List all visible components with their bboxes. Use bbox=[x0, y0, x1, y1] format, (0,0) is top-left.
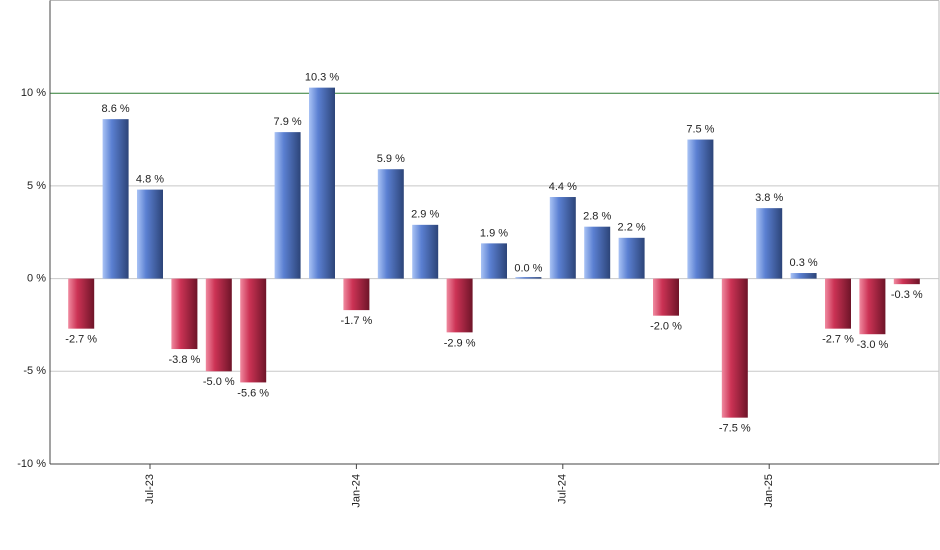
data-label: 8.6 % bbox=[102, 103, 130, 115]
x-tick-label: Jul-24 bbox=[557, 474, 569, 504]
data-label: 1.9 % bbox=[480, 227, 508, 239]
bar bbox=[825, 278, 851, 329]
data-label: 2.9 % bbox=[411, 209, 439, 221]
bar bbox=[515, 277, 542, 279]
bar bbox=[756, 208, 783, 279]
data-label: -2.9 % bbox=[444, 337, 476, 349]
bar bbox=[446, 278, 473, 333]
bar bbox=[618, 237, 645, 279]
data-label: 4.4 % bbox=[549, 181, 577, 193]
bar bbox=[171, 278, 198, 350]
data-label: 2.2 % bbox=[618, 222, 646, 234]
data-label: 0.3 % bbox=[790, 257, 818, 269]
bar bbox=[584, 226, 611, 279]
bar bbox=[653, 278, 679, 316]
data-label: 2.8 % bbox=[583, 211, 611, 223]
y-tick-label: -10 % bbox=[17, 458, 46, 470]
data-label: -1.7 % bbox=[341, 315, 373, 327]
data-label: -2.0 % bbox=[650, 321, 682, 333]
bar bbox=[274, 132, 301, 279]
bar bbox=[412, 224, 439, 279]
bar bbox=[309, 87, 335, 279]
data-label: -2.7 % bbox=[822, 334, 854, 346]
data-label: 10.3 % bbox=[305, 72, 339, 84]
data-label: -3.8 % bbox=[169, 354, 201, 366]
data-label: -5.0 % bbox=[203, 376, 235, 388]
y-tick-label: 10 % bbox=[21, 87, 46, 99]
bar bbox=[137, 189, 163, 279]
y-tick-label: 0 % bbox=[27, 273, 46, 285]
bar bbox=[240, 278, 267, 383]
bar bbox=[68, 278, 95, 329]
data-label: 5.9 % bbox=[377, 153, 405, 165]
bar bbox=[481, 243, 507, 279]
data-label: 7.9 % bbox=[274, 116, 302, 128]
bar bbox=[549, 197, 576, 279]
data-label: -3.0 % bbox=[857, 339, 889, 351]
bar bbox=[687, 139, 714, 279]
data-label: 3.8 % bbox=[755, 192, 783, 204]
bar bbox=[893, 278, 920, 285]
x-tick-label: Jul-23 bbox=[144, 474, 156, 504]
bar bbox=[859, 278, 886, 335]
bar bbox=[790, 273, 817, 279]
data-label: -2.7 % bbox=[65, 334, 97, 346]
x-tick-label: Jan-25 bbox=[763, 474, 775, 508]
x-tick-label: Jan-24 bbox=[350, 474, 362, 508]
data-label: 0.0 % bbox=[514, 263, 542, 275]
bar bbox=[721, 278, 748, 418]
data-label: -7.5 % bbox=[719, 423, 751, 435]
bar bbox=[377, 169, 404, 279]
data-label: -0.3 % bbox=[891, 289, 923, 301]
data-label: -5.6 % bbox=[237, 387, 269, 399]
bar bbox=[343, 278, 370, 311]
y-tick-label: -5 % bbox=[23, 365, 46, 377]
data-label: 7.5 % bbox=[686, 123, 714, 135]
y-tick-label: 5 % bbox=[27, 180, 46, 192]
bar bbox=[205, 278, 232, 372]
bar bbox=[102, 119, 129, 279]
data-label: 4.8 % bbox=[136, 174, 164, 186]
